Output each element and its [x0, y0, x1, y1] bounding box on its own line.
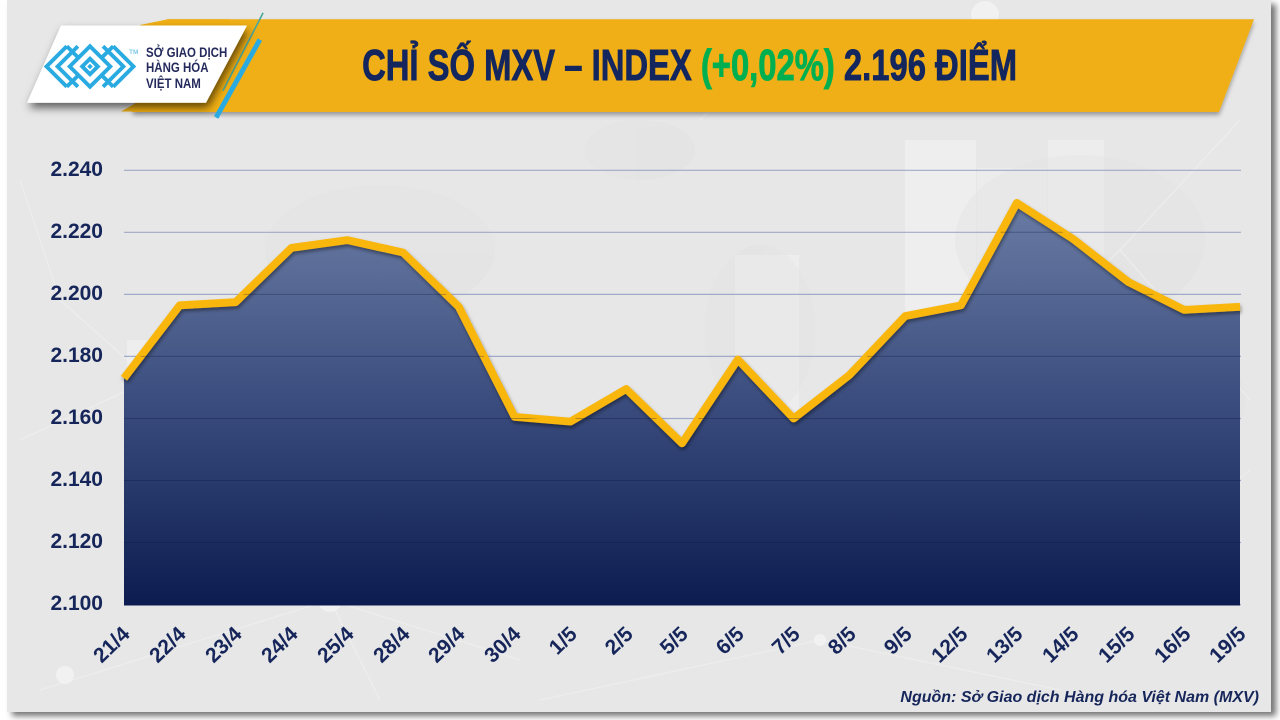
- svg-text:TM: TM: [129, 49, 138, 56]
